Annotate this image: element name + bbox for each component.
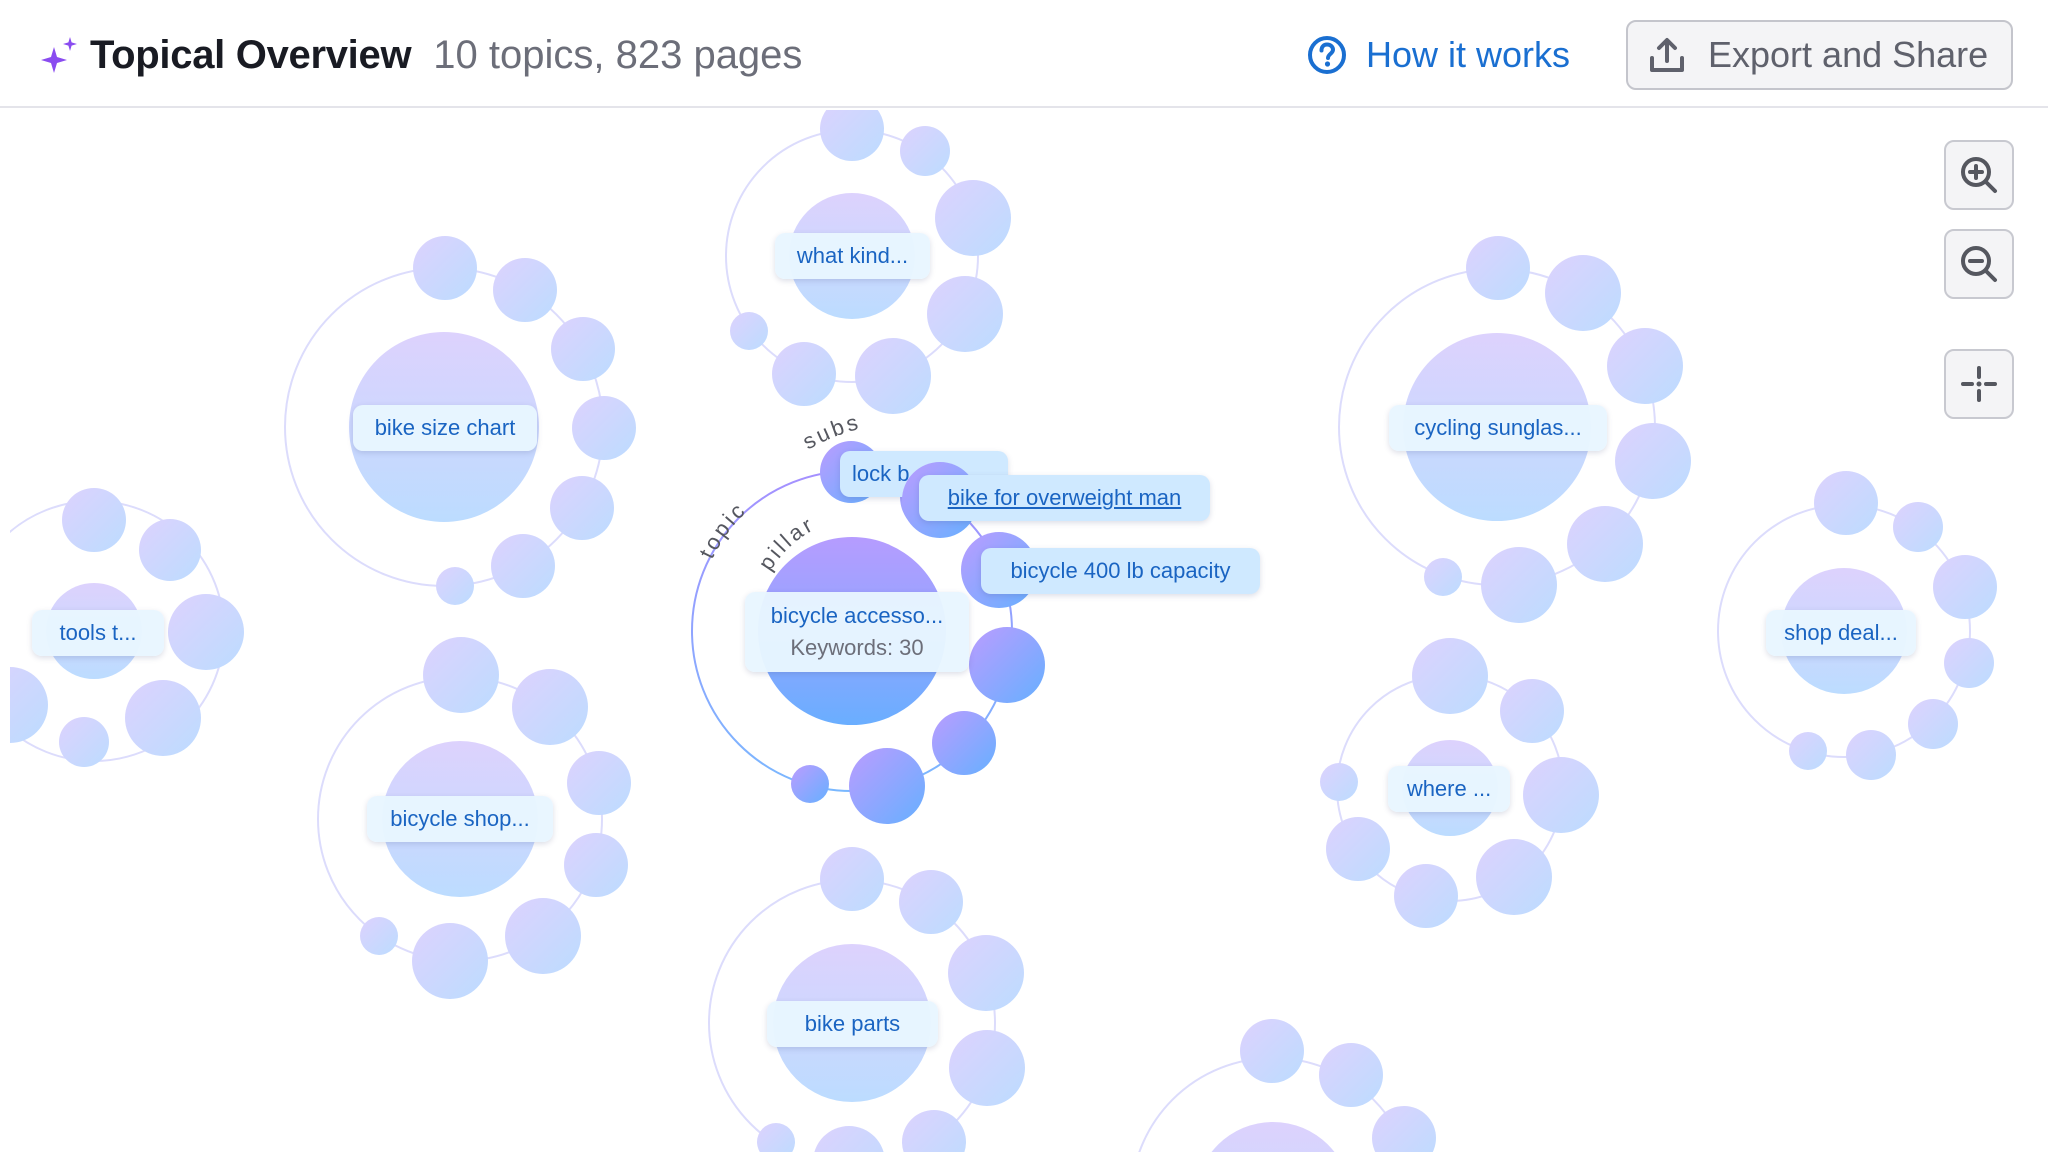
zoom-in-icon <box>1961 157 1997 193</box>
topic-label-cycling-sunglasses[interactable]: cycling sunglas... <box>1389 405 1607 451</box>
sparkle-icon <box>41 37 77 73</box>
topic-label-what-kind[interactable]: what kind... <box>775 233 930 279</box>
topic-label-bicycle-accessories[interactable]: bicycle accesso... Keywords: 30 <box>745 592 969 672</box>
page-summary: 10 topics, 823 pages <box>433 32 803 77</box>
topic-label-bike-size-chart[interactable]: bike size chart <box>353 405 537 451</box>
recenter-button[interactable] <box>1944 349 2014 419</box>
page-title: Topical Overview <box>90 32 412 77</box>
zoom-out-button[interactable] <box>1944 229 2014 299</box>
subtopic-label-bike-for-overweight-man[interactable]: bike for overweight man <box>919 475 1210 521</box>
upload-icon <box>1650 38 1684 72</box>
topic-map[interactable]: topic pillar subs <box>10 110 2048 1152</box>
zoom-in-button[interactable] <box>1944 140 2014 210</box>
topic-label-tools[interactable]: tools t... <box>32 610 164 656</box>
topic-map-canvas[interactable]: topic pillar subs <box>10 110 2048 1152</box>
topic-cluster-tools[interactable] <box>10 488 244 767</box>
topic-label-shop-deal[interactable]: shop deal... <box>1766 610 1916 656</box>
question-circle-icon <box>1308 36 1346 74</box>
topic-label-bike-parts[interactable]: bike parts <box>767 1001 938 1047</box>
topic-cluster-bike-parts[interactable] <box>708 847 1025 1152</box>
topic-label-bicycle-shop[interactable]: bicycle shop... <box>367 796 553 842</box>
keyword-count: Keywords: 30 <box>790 635 924 660</box>
export-and-share-label: Export and Share <box>1708 34 1989 75</box>
top-bar: Topical Overview 10 topics, 823 pages Ho… <box>0 0 2048 108</box>
topic-label-where[interactable]: where ... <box>1388 766 1510 812</box>
export-and-share-button[interactable]: Export and Share <box>1626 20 2013 90</box>
how-it-works-link[interactable]: How it works <box>1306 32 1570 78</box>
subtopic-label-bicycle-400-lb-capacity[interactable]: bicycle 400 lb capacity <box>981 548 1260 594</box>
page-title-group: Topical Overview 10 topics, 823 pages <box>40 30 802 80</box>
crosshair-icon <box>1961 366 1997 402</box>
topic-cluster-partial[interactable] <box>1131 1019 1436 1152</box>
zoom-out-icon <box>1961 246 1997 282</box>
ring-label-topic: topic <box>694 496 751 562</box>
how-it-works-label: How it works <box>1366 34 1571 75</box>
topic-name: bicycle accesso... <box>770 603 944 628</box>
